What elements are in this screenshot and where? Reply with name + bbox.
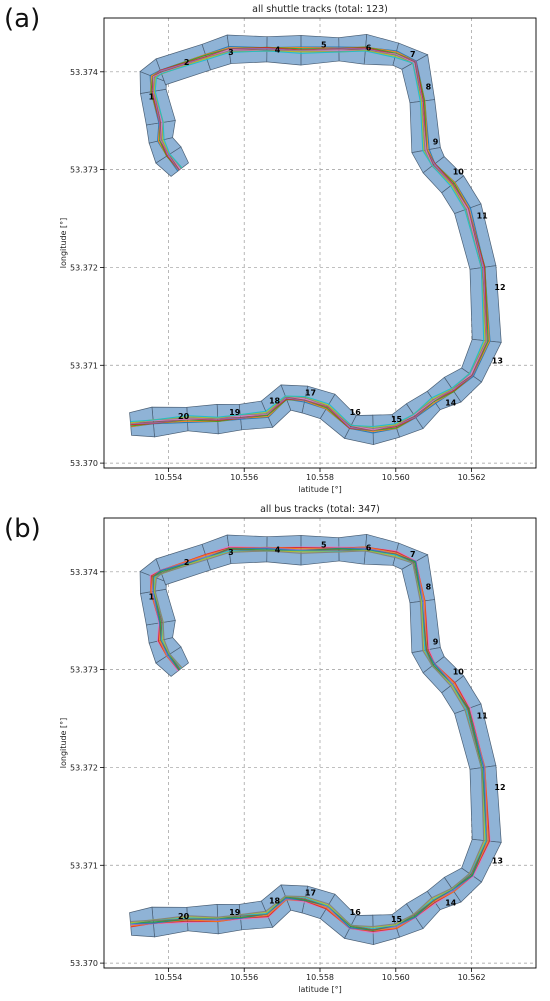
vehicle-track xyxy=(130,545,491,934)
bus-tracks-chart: all bus tracks (total: 347)123 45 67891011… xyxy=(59,504,537,994)
x-tick-label: 10.554 xyxy=(154,973,182,982)
vehicle-track xyxy=(130,550,485,928)
segment-label: 14 xyxy=(445,398,457,407)
x-tick-label: 10.556 xyxy=(230,473,258,482)
segment-label: 19 xyxy=(229,408,241,417)
y-tick-label: 53.370 xyxy=(70,959,98,968)
y-tick-label: 53.372 xyxy=(70,263,98,272)
segment-label: 3 xyxy=(228,548,234,557)
segment-label: 4 xyxy=(275,545,281,554)
segment-label: 12 xyxy=(494,283,505,292)
segment-label: 20 xyxy=(178,412,190,421)
segment-label: 10 xyxy=(453,668,465,677)
x-tick-label: 10.562 xyxy=(458,973,486,982)
y-tick-label: 53.373 xyxy=(70,666,98,675)
segment-label: 8 xyxy=(426,582,432,591)
segment-label: 7 xyxy=(410,550,416,559)
segment-label: 17 xyxy=(305,889,316,898)
segment-label: 8 xyxy=(426,82,432,91)
segment-label: 11 xyxy=(477,212,489,221)
segment-label: 1 xyxy=(149,92,155,101)
segment-label: 9 xyxy=(433,637,439,646)
segment-label: 13 xyxy=(492,856,503,865)
segment-label: 10 xyxy=(453,168,465,177)
segment-label: 9 xyxy=(433,137,439,146)
x-axis-label: latitude [°] xyxy=(298,985,341,994)
segment-label: 5 xyxy=(321,40,327,49)
chart-title: all bus tracks (total: 347) xyxy=(260,504,380,515)
tracks xyxy=(130,545,491,934)
panel-letter-b: (b) xyxy=(4,514,41,544)
segment-label: 6 xyxy=(366,43,372,52)
segment-label: 18 xyxy=(269,897,281,906)
chart-title: all shuttle tracks (total: 123) xyxy=(252,4,388,15)
segment-label: 14 xyxy=(445,898,457,907)
x-tick-label: 10.558 xyxy=(306,973,334,982)
segment-label: 17 xyxy=(305,389,316,398)
route-segments xyxy=(129,533,502,946)
y-tick-label: 53.374 xyxy=(70,68,98,77)
segment-label: 13 xyxy=(492,356,503,365)
x-tick-label: 10.560 xyxy=(382,973,410,982)
segment-label: 5 xyxy=(321,540,327,549)
segment-label: 15 xyxy=(391,915,403,924)
x-tick-label: 10.554 xyxy=(154,473,182,482)
segment-label: 20 xyxy=(178,912,190,921)
segment-label: 16 xyxy=(350,408,362,417)
x-tick-label: 10.558 xyxy=(306,473,334,482)
x-tick-label: 10.556 xyxy=(230,973,258,982)
segment-label: 3 xyxy=(228,48,234,57)
segment-label: 19 xyxy=(229,908,241,917)
y-tick-label: 53.371 xyxy=(70,361,98,370)
y-tick-label: 53.371 xyxy=(70,861,98,870)
tracks xyxy=(130,45,491,434)
x-axis-label: latitude [°] xyxy=(298,485,341,494)
y-tick-label: 53.370 xyxy=(70,459,98,468)
x-tick-label: 10.560 xyxy=(382,473,410,482)
x-tick-label: 10.562 xyxy=(458,473,486,482)
segment-label: 11 xyxy=(477,712,489,721)
segment-label: 7 xyxy=(410,50,416,59)
segment-label: 12 xyxy=(494,783,505,792)
segment-label: 2 xyxy=(184,558,190,567)
y-tick-label: 53.372 xyxy=(70,763,98,772)
shuttle-tracks-chart: all shuttle tracks (total: 123)123 45 6789… xyxy=(59,4,537,494)
segment-label: 6 xyxy=(366,543,372,552)
y-axis-label: longitude [°] xyxy=(59,718,68,768)
segment-label: 1 xyxy=(149,592,155,601)
vehicle-track xyxy=(130,45,491,434)
segment-label: 15 xyxy=(391,415,403,424)
route-segments xyxy=(129,33,502,446)
segment-label: 2 xyxy=(184,58,190,67)
panel-letter-a: (a) xyxy=(4,4,41,34)
segment-label: 18 xyxy=(269,397,281,406)
segment-label: 16 xyxy=(350,908,362,917)
y-axis-label: longitude [°] xyxy=(59,218,68,268)
y-tick-label: 53.373 xyxy=(70,166,98,175)
y-tick-label: 53.374 xyxy=(70,568,98,577)
vehicle-track xyxy=(130,50,485,428)
segment-label: 4 xyxy=(275,45,281,54)
